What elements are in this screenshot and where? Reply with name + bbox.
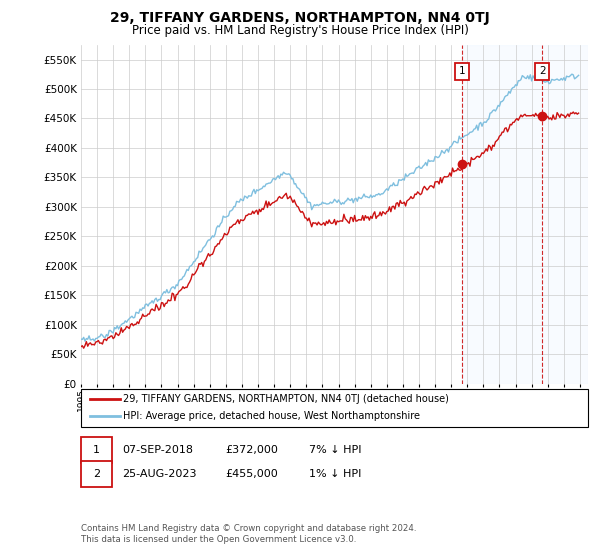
Text: 1: 1 [93, 445, 100, 455]
Text: 29, TIFFANY GARDENS, NORTHAMPTON, NN4 0TJ: 29, TIFFANY GARDENS, NORTHAMPTON, NN4 0T… [110, 11, 490, 25]
Text: £372,000: £372,000 [225, 445, 278, 455]
Text: HPI: Average price, detached house, West Northamptonshire: HPI: Average price, detached house, West… [123, 411, 420, 421]
Text: 1% ↓ HPI: 1% ↓ HPI [309, 469, 361, 479]
Text: 29, TIFFANY GARDENS, NORTHAMPTON, NN4 0TJ (detached house): 29, TIFFANY GARDENS, NORTHAMPTON, NN4 0T… [123, 394, 449, 404]
Bar [462, 45, 588, 384]
Text: 25-AUG-2023: 25-AUG-2023 [122, 469, 196, 479]
Text: 2: 2 [93, 469, 100, 479]
Text: £455,000: £455,000 [225, 469, 278, 479]
Text: 7% ↓ HPI: 7% ↓ HPI [309, 445, 361, 455]
Text: Price paid vs. HM Land Registry's House Price Index (HPI): Price paid vs. HM Land Registry's House … [131, 24, 469, 36]
Text: Contains HM Land Registry data © Crown copyright and database right 2024.
This d: Contains HM Land Registry data © Crown c… [81, 524, 416, 544]
Text: 2: 2 [539, 66, 545, 76]
Text: 1: 1 [459, 66, 466, 76]
Text: 07-SEP-2018: 07-SEP-2018 [122, 445, 193, 455]
